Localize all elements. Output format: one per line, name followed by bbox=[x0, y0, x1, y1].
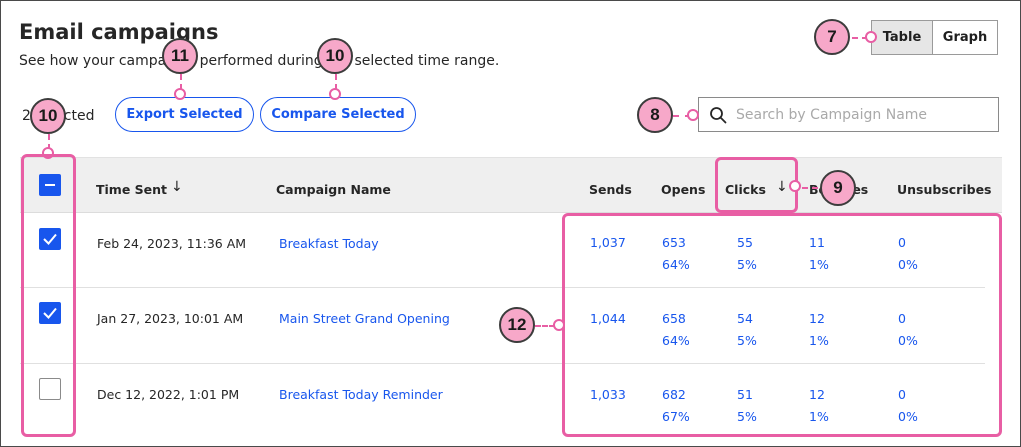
column-time-sent[interactable]: Time Sent bbox=[96, 182, 168, 197]
clicks-sort-arrow-icon[interactable]: ↓ bbox=[776, 179, 788, 195]
callout-connector bbox=[852, 37, 868, 39]
callout-badge-search: 8 bbox=[637, 97, 673, 133]
select-all-checkbox[interactable] bbox=[39, 174, 61, 196]
row-sends[interactable]: 1,033 bbox=[590, 387, 626, 402]
row-unsubscribes[interactable]: 0 bbox=[898, 311, 906, 326]
callout-badge-compare: 10 bbox=[317, 38, 353, 74]
row-clicks-pct[interactable]: 5% bbox=[737, 409, 757, 424]
checkbox-column-highlight bbox=[21, 154, 76, 437]
row-opens[interactable]: 658 bbox=[662, 311, 686, 326]
row-unsubscribes-pct[interactable]: 0% bbox=[898, 409, 918, 424]
callout-connector bbox=[802, 187, 818, 189]
page-subtitle: See how your campaigns performed during … bbox=[19, 53, 500, 69]
callout-connector bbox=[335, 74, 337, 90]
row-campaign-link[interactable]: Breakfast Today bbox=[279, 236, 379, 251]
compare-selected-button[interactable]: Compare Selected bbox=[260, 97, 416, 132]
row-unsubscribes[interactable]: 0 bbox=[898, 387, 906, 402]
callout-badge-export: 11 bbox=[162, 38, 198, 74]
row-bounces-pct[interactable]: 1% bbox=[809, 257, 829, 272]
table-view-button[interactable]: Table bbox=[872, 21, 933, 54]
callout-dot bbox=[865, 31, 877, 43]
column-campaign-name[interactable]: Campaign Name bbox=[276, 182, 391, 197]
row-checkbox[interactable] bbox=[39, 228, 61, 250]
row-sends[interactable]: 1,044 bbox=[590, 311, 626, 326]
callout-connector bbox=[535, 325, 555, 327]
row-time-sent: Dec 12, 2022, 1:01 PM bbox=[97, 387, 240, 402]
callout-connector bbox=[48, 134, 50, 150]
row-clicks[interactable]: 51 bbox=[737, 387, 753, 402]
clicks-column-highlight bbox=[715, 157, 798, 213]
row-opens[interactable]: 653 bbox=[662, 235, 686, 250]
row-bounces-pct[interactable]: 1% bbox=[809, 333, 829, 348]
column-unsubscribes[interactable]: Unsubscribes bbox=[897, 182, 992, 197]
row-time-sent: Jan 27, 2023, 10:01 AM bbox=[97, 311, 244, 326]
row-unsubscribes-pct[interactable]: 0% bbox=[898, 333, 918, 348]
row-opens-pct[interactable]: 64% bbox=[662, 333, 690, 348]
graph-view-button[interactable]: Graph bbox=[933, 21, 997, 54]
row-unsubscribes-pct[interactable]: 0% bbox=[898, 257, 918, 272]
search-icon bbox=[710, 107, 727, 124]
metrics-highlight bbox=[562, 213, 1002, 437]
row-divider bbox=[20, 287, 985, 288]
search-placeholder: Search by Campaign Name bbox=[736, 107, 928, 123]
row-campaign-link[interactable]: Breakfast Today Reminder bbox=[279, 387, 443, 402]
row-opens-pct[interactable]: 67% bbox=[662, 409, 690, 424]
row-opens[interactable]: 682 bbox=[662, 387, 686, 402]
row-checkbox[interactable] bbox=[39, 378, 61, 400]
callout-badge-clicks-sort: 9 bbox=[820, 170, 856, 206]
callout-dot bbox=[329, 88, 341, 100]
row-bounces[interactable]: 12 bbox=[809, 387, 825, 402]
callout-connector bbox=[673, 115, 691, 117]
callout-badge-toggle: 7 bbox=[814, 19, 850, 55]
column-opens[interactable]: Opens bbox=[661, 182, 706, 197]
row-opens-pct[interactable]: 64% bbox=[662, 257, 690, 272]
row-clicks[interactable]: 55 bbox=[737, 235, 753, 250]
row-bounces[interactable]: 12 bbox=[809, 311, 825, 326]
search-input[interactable]: Search by Campaign Name bbox=[698, 97, 999, 132]
export-selected-button[interactable]: Export Selected bbox=[115, 97, 254, 132]
row-clicks[interactable]: 54 bbox=[737, 311, 753, 326]
callout-dot bbox=[553, 319, 565, 331]
row-checkbox[interactable] bbox=[39, 302, 61, 324]
callout-badge-select-all: 10 bbox=[30, 98, 66, 134]
column-clicks[interactable]: Clicks bbox=[725, 182, 766, 197]
row-unsubscribes[interactable]: 0 bbox=[898, 235, 906, 250]
callout-connector bbox=[180, 74, 182, 90]
row-clicks-pct[interactable]: 5% bbox=[737, 333, 757, 348]
row-bounces-pct[interactable]: 1% bbox=[809, 409, 829, 424]
row-divider bbox=[20, 363, 985, 364]
row-sends[interactable]: 1,037 bbox=[590, 235, 626, 250]
row-clicks-pct[interactable]: 5% bbox=[737, 257, 757, 272]
row-bounces[interactable]: 11 bbox=[809, 235, 825, 250]
sort-down-arrow-icon[interactable]: ↓ bbox=[171, 179, 183, 195]
callout-badge-metrics: 12 bbox=[499, 307, 535, 343]
view-toggle: Table Graph bbox=[871, 20, 998, 55]
column-sends[interactable]: Sends bbox=[589, 182, 632, 197]
callout-dot bbox=[789, 180, 801, 192]
row-campaign-link[interactable]: Main Street Grand Opening bbox=[279, 311, 450, 326]
callout-dot bbox=[687, 109, 699, 121]
row-time-sent: Feb 24, 2023, 11:36 AM bbox=[97, 236, 247, 251]
callout-dot bbox=[174, 88, 186, 100]
